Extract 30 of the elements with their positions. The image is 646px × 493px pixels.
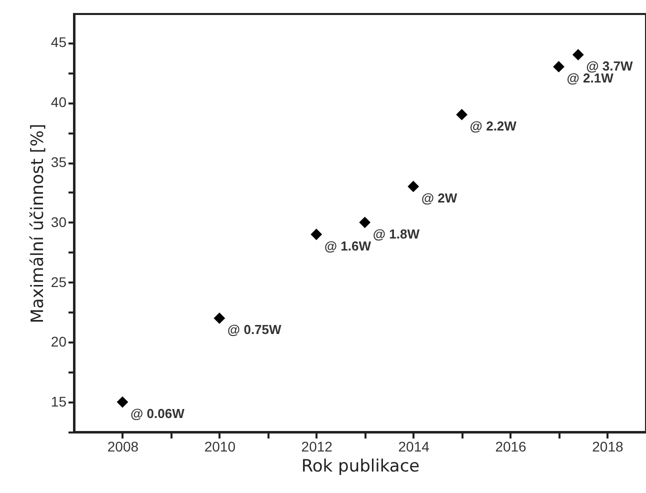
point [359,216,371,228]
x-tick-label: 2008 [107,438,139,454]
point [553,61,564,72]
x-axis-title: Rok publikace [301,456,420,476]
y-tick-label: 45 [50,34,67,50]
text: @ 2.2W [470,118,516,134]
point [408,180,420,192]
text: @ 1.8W [372,226,420,242]
y-tick-label: 40 [50,94,67,110]
point [456,108,468,120]
point [572,49,584,60]
x-tick-label: 2016 [495,438,527,454]
point [116,396,128,408]
text: @ 0.06W [130,406,184,422]
y-axis-title: Maximální účinnost [%] [28,124,48,324]
x-tick-label: 2010 [204,438,236,454]
point [214,312,226,324]
x-tick-label: 2012 [301,438,333,454]
y-tick-label: 30 [50,214,67,230]
point [310,228,322,240]
text: @ 1.6W [324,238,372,254]
y-tick-label: 35 [50,154,67,170]
x-tick-label: 2014 [398,438,430,454]
text: @ 3.7W [586,58,633,74]
x-tick-label: 2018 [592,438,624,454]
y-tick-label: 25 [50,274,67,290]
text: @ 0.75W [227,322,282,338]
y-tick-label: 15 [50,394,67,410]
text: @ 2W [421,190,458,206]
y-tick-label: 20 [50,334,67,350]
